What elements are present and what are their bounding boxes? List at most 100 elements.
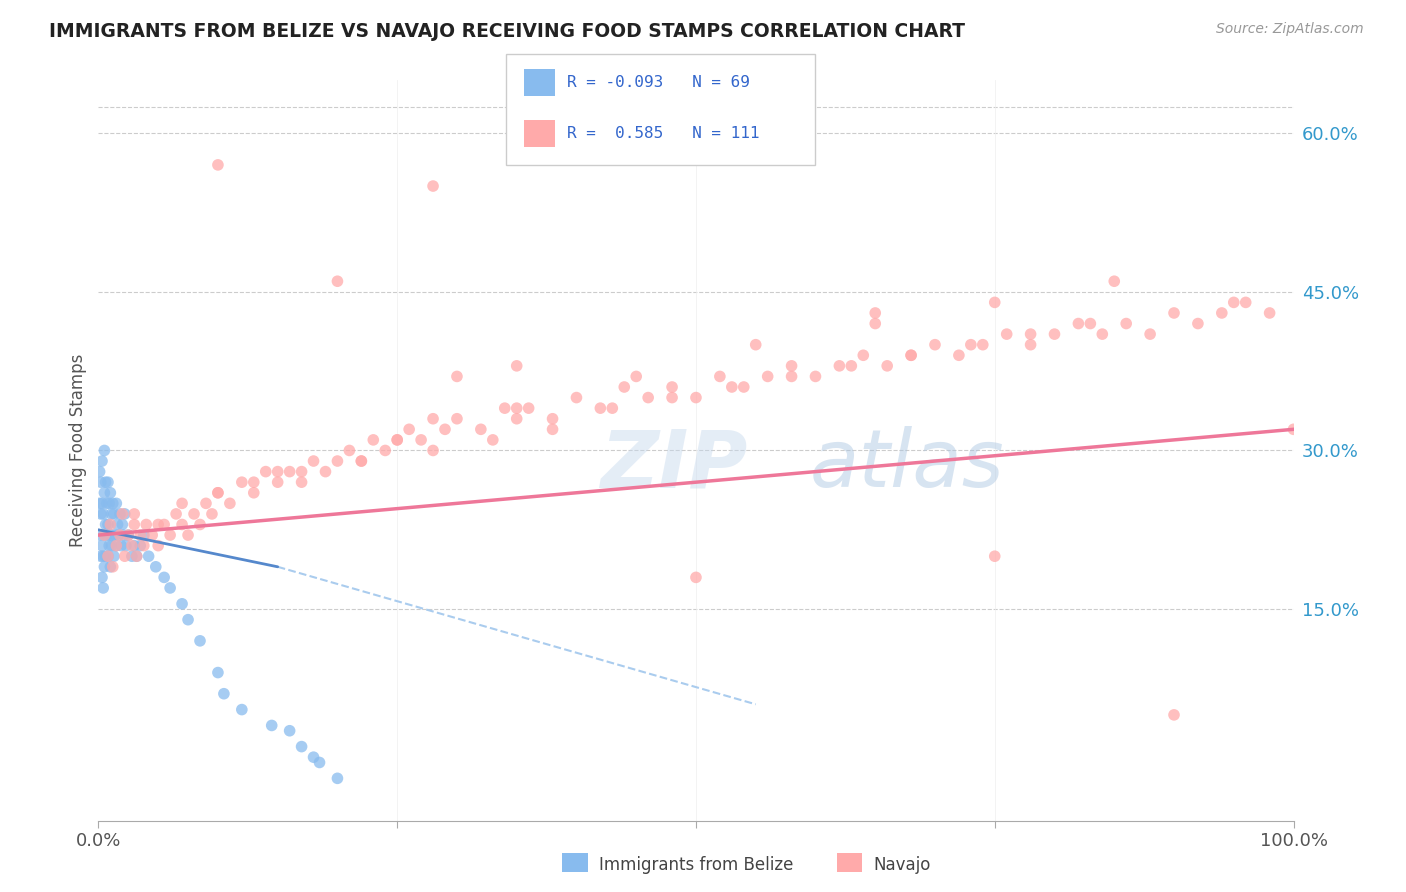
Point (470, 422, 492, 436)
Point (541, 411, 564, 425)
Point (91, 570, 114, 584)
Point (685, 570, 707, 584)
Point (446, 369, 468, 384)
Point (984, 295, 1007, 310)
Point (565, 391, 588, 405)
Point (91, 454, 114, 468)
Point (434, 422, 457, 436)
Point (135, 517, 157, 532)
Point (165, 507, 187, 521)
Point (91, 581, 114, 595)
Point (97, 475, 120, 490)
Point (385, 433, 409, 447)
Point (183, 507, 205, 521)
Point (159, 581, 181, 595)
Point (254, 465, 277, 479)
Point (145, 559, 167, 574)
Point (153, 570, 176, 584)
Point (291, 475, 314, 490)
Point (756, 369, 779, 384)
Point (1163, 707, 1185, 722)
Point (828, 359, 851, 373)
Point (626, 369, 648, 384)
Point (972, 337, 994, 351)
Point (172, 496, 194, 510)
Point (709, 369, 731, 384)
Point (98, 517, 122, 532)
Point (517, 401, 540, 416)
Point (129, 539, 152, 553)
Point (326, 454, 349, 468)
Point (960, 337, 983, 351)
Point (107, 517, 129, 532)
Point (117, 528, 139, 542)
Point (219, 496, 242, 510)
Point (1067, 317, 1090, 331)
Point (1080, 317, 1102, 331)
Point (90, 549, 112, 564)
Point (97, 549, 120, 564)
Point (114, 549, 136, 564)
Point (93, 559, 115, 574)
Point (506, 411, 529, 425)
Point (506, 401, 529, 416)
Point (900, 348, 922, 362)
Point (841, 359, 863, 373)
Point (207, 485, 229, 500)
Point (188, 517, 211, 532)
Point (89, 528, 111, 542)
Point (422, 179, 444, 194)
Point (111, 517, 134, 532)
Text: Navajo: Navajo (873, 856, 931, 874)
Point (207, 158, 229, 172)
Point (231, 703, 253, 717)
Y-axis label: Receiving Food Stamps: Receiving Food Stamps (69, 354, 87, 547)
Point (98, 559, 122, 574)
Point (98, 528, 122, 542)
Point (108, 507, 131, 521)
Point (125, 549, 148, 564)
Point (900, 348, 922, 362)
Point (326, 772, 349, 786)
Point (188, 633, 211, 648)
Text: IMMIGRANTS FROM BELIZE VS NAVAJO RECEIVING FOOD STAMPS CORRELATION CHART: IMMIGRANTS FROM BELIZE VS NAVAJO RECEIVI… (49, 22, 965, 41)
Point (1043, 327, 1066, 342)
Point (243, 485, 266, 500)
Point (132, 539, 155, 553)
Point (115, 539, 138, 553)
Point (89, 465, 111, 479)
Point (124, 517, 146, 532)
Point (350, 454, 373, 468)
Point (124, 507, 146, 521)
Point (177, 528, 200, 542)
Point (100, 507, 122, 521)
Point (613, 380, 636, 394)
Point (138, 549, 160, 564)
Point (302, 750, 325, 764)
Point (278, 723, 301, 738)
Point (876, 359, 898, 373)
Point (125, 549, 148, 564)
Point (411, 433, 433, 447)
Point (780, 369, 803, 384)
Point (308, 756, 330, 770)
Point (260, 718, 283, 732)
Point (589, 401, 612, 416)
Text: R = -0.093   N = 69: R = -0.093 N = 69 (567, 75, 749, 90)
Point (422, 411, 444, 425)
Point (602, 401, 624, 416)
Point (105, 496, 128, 510)
Text: atlas: atlas (810, 426, 1004, 504)
Point (101, 559, 124, 574)
Point (121, 549, 143, 564)
Point (350, 454, 373, 468)
Point (172, 517, 194, 532)
Point (114, 507, 136, 521)
Point (506, 359, 529, 373)
Point (291, 465, 314, 479)
Point (661, 380, 683, 394)
Point (111, 507, 134, 521)
Point (107, 528, 129, 542)
Point (105, 539, 128, 553)
Text: Source: ZipAtlas.com: Source: ZipAtlas.com (1216, 22, 1364, 37)
